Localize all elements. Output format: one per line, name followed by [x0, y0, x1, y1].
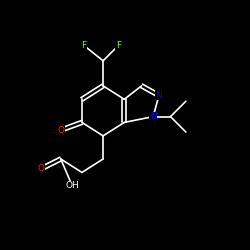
Text: F: F: [81, 41, 86, 50]
Text: N: N: [156, 91, 162, 100]
Text: N: N: [150, 112, 156, 121]
Text: F: F: [116, 41, 121, 50]
Text: OH: OH: [66, 182, 79, 190]
Text: O: O: [38, 164, 45, 173]
Text: O: O: [57, 126, 64, 134]
